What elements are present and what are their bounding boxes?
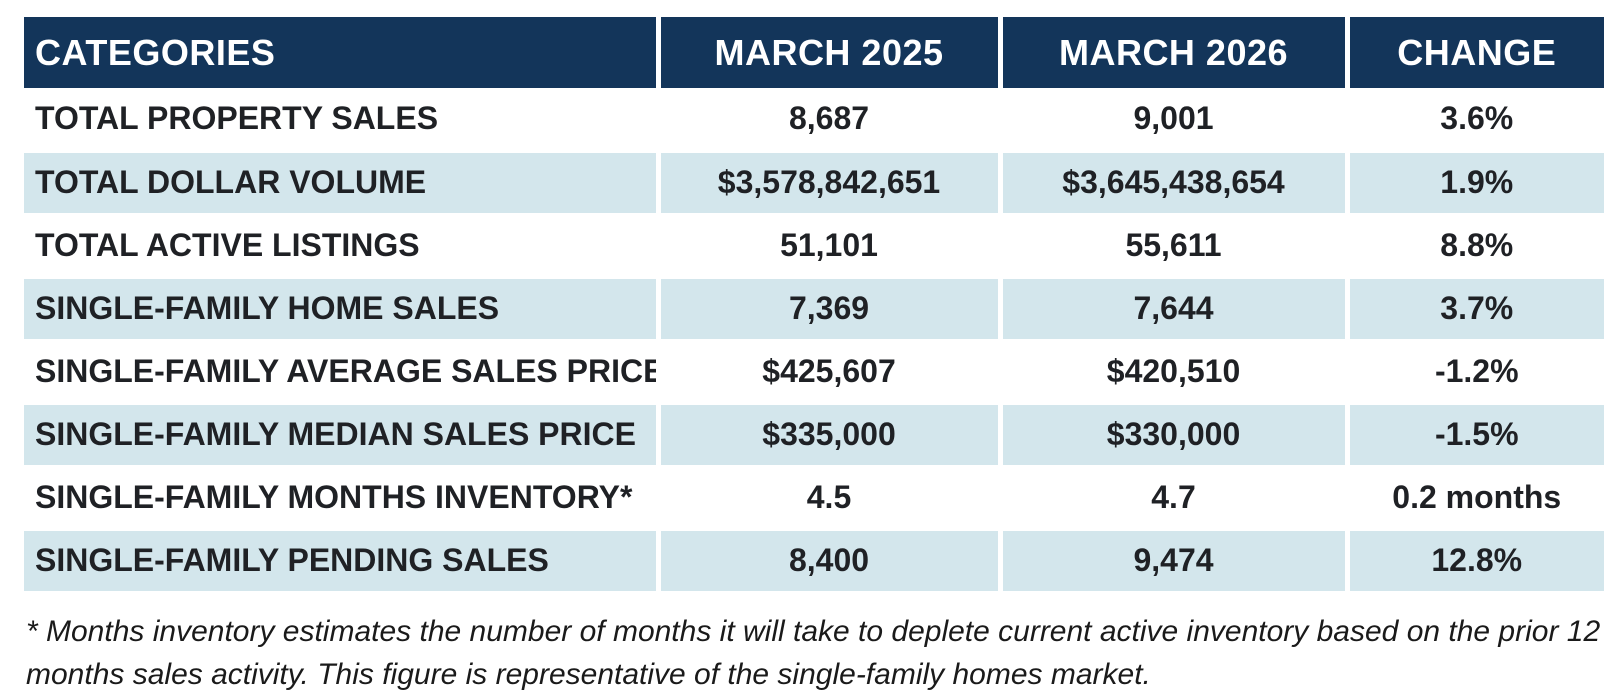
value-cell: 7,369 — [655, 275, 1000, 342]
value-cell: 4.5 — [655, 466, 1000, 529]
category-cell: SINGLE-FAMILY AVERAGE SALES PRICE — [24, 340, 658, 403]
table-row-total-active-listings: TOTAL ACTIVE LISTINGS 51,101 55,611 8.8% — [24, 214, 1604, 277]
value-cell: $420,510 — [997, 340, 1347, 403]
header-cell-change: CHANGE — [1344, 17, 1604, 88]
value-cell: 8,400 — [655, 527, 1000, 594]
value-cell: 8,687 — [655, 88, 1000, 151]
change-cell: -1.5% — [1344, 401, 1604, 468]
category-cell: SINGLE-FAMILY MEDIAN SALES PRICE — [24, 401, 658, 468]
change-cell: -1.2% — [1344, 340, 1604, 403]
change-cell: 1.9% — [1344, 149, 1604, 216]
table-row-single-family-months-inventory: SINGLE-FAMILY MONTHS INVENTORY* 4.5 4.7 … — [24, 466, 1604, 529]
table-row-single-family-average-sales-price: SINGLE-FAMILY AVERAGE SALES PRICE $425,6… — [24, 340, 1604, 403]
category-cell: TOTAL ACTIVE LISTINGS — [24, 214, 658, 277]
months-inventory-footnote: * Months inventory estimates the number … — [26, 614, 1601, 691]
value-cell: 7,644 — [997, 275, 1347, 342]
change-cell: 0.2 months — [1344, 466, 1604, 529]
table-row-single-family-home-sales: SINGLE-FAMILY HOME SALES 7,369 7,644 3.7… — [24, 275, 1604, 342]
value-cell: $425,607 — [655, 340, 1000, 403]
category-cell: TOTAL PROPERTY SALES — [24, 88, 658, 151]
table-row-total-property-sales: TOTAL PROPERTY SALES 8,687 9,001 3.6% — [24, 88, 1604, 151]
value-cell: 9,001 — [997, 88, 1347, 151]
value-cell: 4.7 — [997, 466, 1347, 529]
value-cell: $3,578,842,651 — [655, 149, 1000, 216]
value-cell: $330,000 — [997, 401, 1347, 468]
header-cell-march-2026: MARCH 2026 — [997, 17, 1347, 88]
market-stats-table: CATEGORIES MARCH 2025 MARCH 2026 CHANGE … — [24, 17, 1604, 594]
table-row-single-family-pending-sales: SINGLE-FAMILY PENDING SALES 8,400 9,474 … — [24, 527, 1604, 594]
change-cell: 3.6% — [1344, 88, 1604, 151]
value-cell: 55,611 — [997, 214, 1347, 277]
value-cell: $3,645,438,654 — [997, 149, 1347, 216]
table-row-single-family-median-sales-price: SINGLE-FAMILY MEDIAN SALES PRICE $335,00… — [24, 401, 1604, 468]
category-cell: SINGLE-FAMILY PENDING SALES — [24, 527, 658, 594]
header-row: CATEGORIES MARCH 2025 MARCH 2026 CHANGE — [24, 17, 1604, 88]
header-cell-march-2025: MARCH 2025 — [655, 17, 1000, 88]
change-cell: 12.8% — [1344, 527, 1604, 594]
change-cell: 8.8% — [1344, 214, 1604, 277]
value-cell: 51,101 — [655, 214, 1000, 277]
category-cell: TOTAL DOLLAR VOLUME — [24, 149, 658, 216]
value-cell: 9,474 — [997, 527, 1347, 594]
category-cell: SINGLE-FAMILY MONTHS INVENTORY* — [24, 466, 658, 529]
value-cell: $335,000 — [655, 401, 1000, 468]
table-row-total-dollar-volume: TOTAL DOLLAR VOLUME $3,578,842,651 $3,64… — [24, 149, 1604, 216]
header-cell-categories: CATEGORIES — [24, 17, 658, 88]
category-cell: SINGLE-FAMILY HOME SALES — [24, 275, 658, 342]
change-cell: 3.7% — [1344, 275, 1604, 342]
